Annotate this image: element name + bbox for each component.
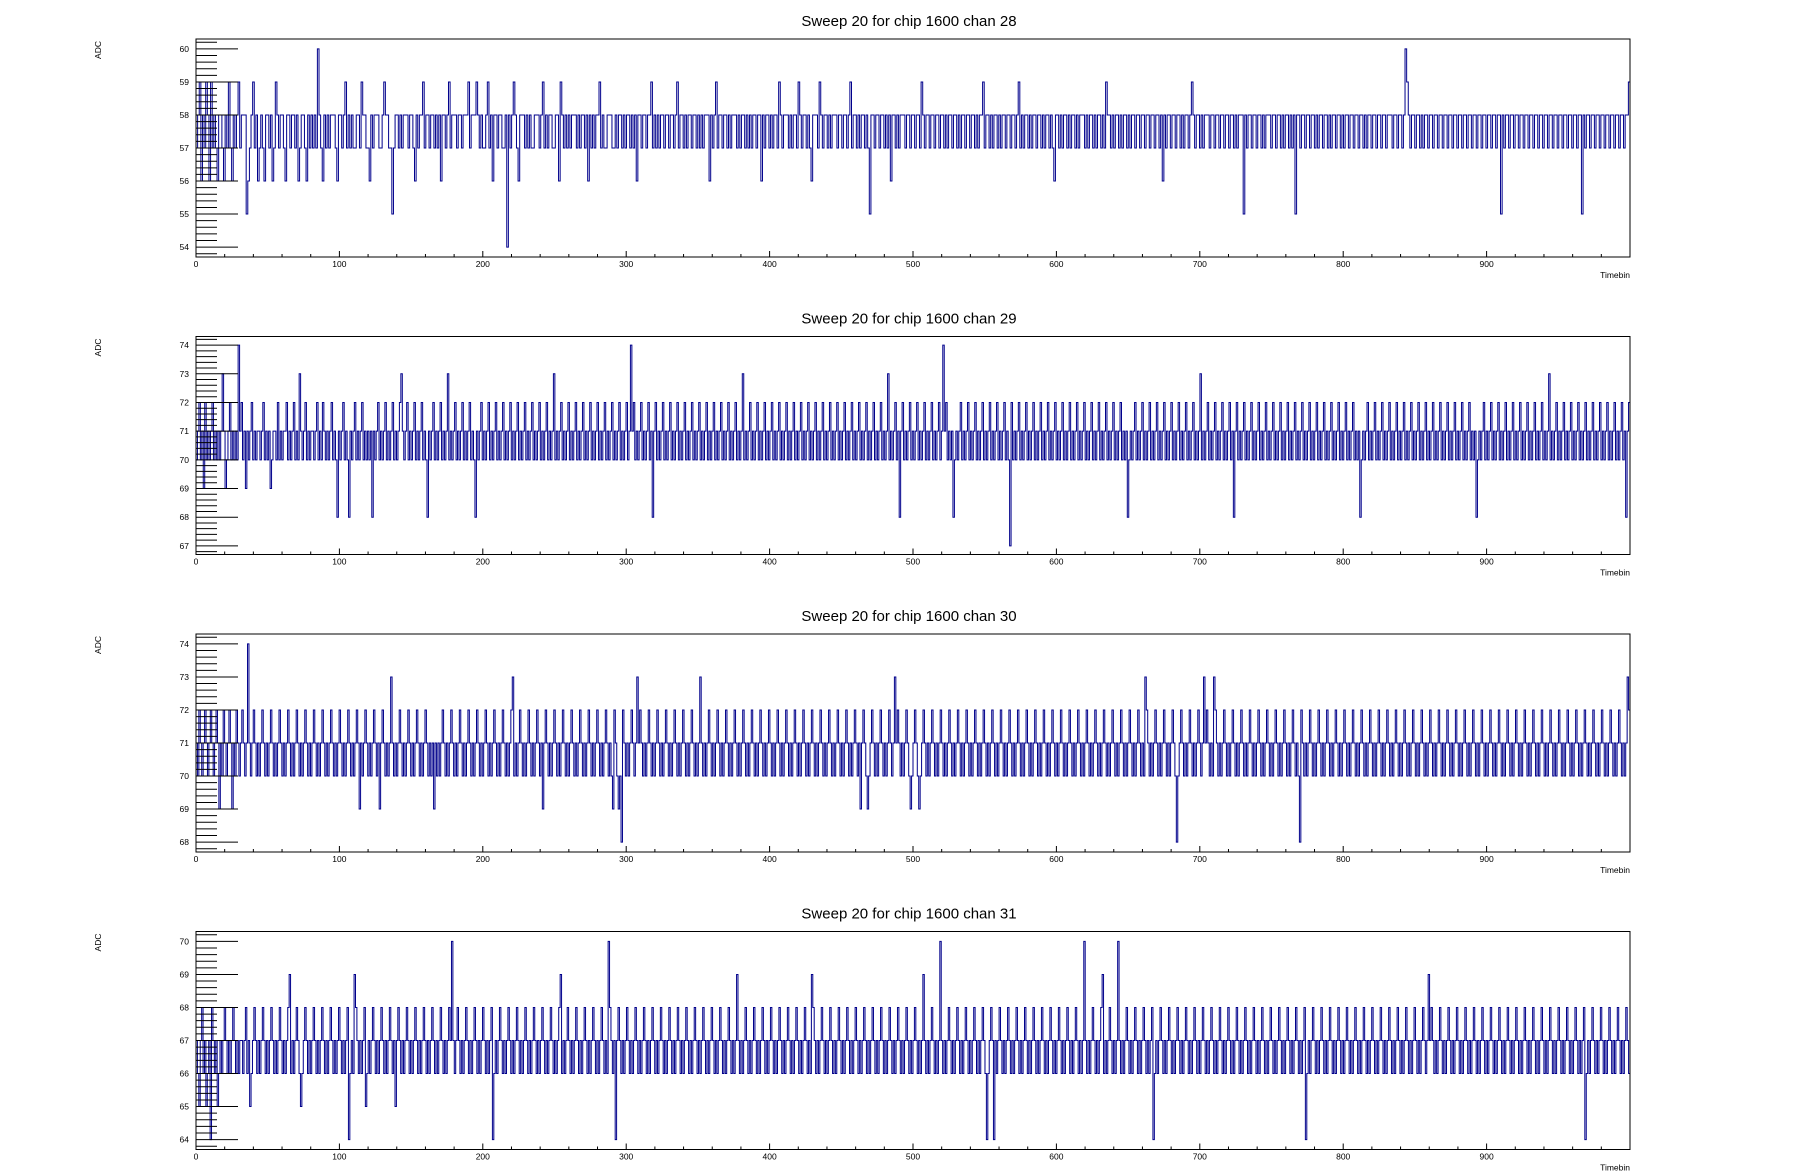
x-tick-label: 600 [1049,259,1063,269]
x-tick-label: 700 [1193,557,1207,567]
x-tick-label: 300 [619,854,633,864]
y-tick-label: 69 [180,484,190,494]
x-tick-label: 100 [332,259,346,269]
x-axis-label: Timebin [1600,865,1630,875]
x-tick-label: 800 [1336,1152,1350,1162]
x-tick-label: 700 [1193,1152,1207,1162]
panel-0: Sweep 20 for chip 1600 chan 28 ADC Timebin… [93,13,1631,280]
x-tick-label: 900 [1480,259,1494,269]
x-tick-label: 600 [1049,557,1063,567]
y-tick-label: 70 [180,455,190,465]
x-tick-label: 700 [1193,854,1207,864]
x-tick-label: 500 [906,259,920,269]
x-tick-label: 0 [194,1152,199,1162]
panel-2: Sweep 20 for chip 1600 chan 30 ADC Timebin… [93,608,1631,875]
y-tick-label: 68 [180,512,190,522]
x-tick-label: 100 [332,1152,346,1162]
chart-title: Sweep 20 for chip 1600 chan 28 [801,13,1016,30]
x-tick-label: 800 [1336,259,1350,269]
x-tick-label: 400 [763,557,777,567]
x-tick-label: 800 [1336,854,1350,864]
y-tick-label: 72 [180,397,190,407]
y-tick-label: 74 [180,340,190,350]
y-tick-label: 59 [180,77,190,87]
x-tick-label: 600 [1049,854,1063,864]
chart-title: Sweep 20 for chip 1600 chan 30 [801,608,1016,625]
y-tick-label: 69 [180,804,190,814]
x-axis-label: Timebin [1600,1163,1630,1172]
x-tick-label: 100 [332,557,346,567]
x-tick-label: 0 [194,854,199,864]
y-tick-label: 58 [180,110,190,120]
y-tick-label: 66 [180,1069,190,1079]
y-tick-label: 70 [180,936,190,946]
series-line [196,344,1630,547]
x-axis-label: Timebin [1600,568,1630,578]
panel-1: Sweep 20 for chip 1600 chan 29 ADC Timebin… [93,311,1631,578]
series-line [196,48,1630,248]
y-axis-label: ADC [93,636,103,654]
series-line [196,643,1630,843]
x-tick-label: 800 [1336,557,1350,567]
y-tick-label: 60 [180,44,190,54]
y-tick-label: 71 [180,426,190,436]
y-tick-label: 56 [180,176,190,186]
x-tick-label: 900 [1480,1152,1494,1162]
x-tick-label: 600 [1049,1152,1063,1162]
y-tick-label: 74 [180,639,190,649]
chart-title: Sweep 20 for chip 1600 chan 31 [801,906,1016,923]
chart-title: Sweep 20 for chip 1600 chan 29 [801,311,1016,328]
y-tick-label: 67 [180,1036,190,1046]
panel-3: Sweep 20 for chip 1600 chan 31 ADC Timebin… [93,906,1631,1172]
x-tick-label: 500 [906,854,920,864]
y-axis-label: ADC [93,41,103,59]
y-axis-label: ADC [93,934,103,952]
y-tick-label: 54 [180,242,190,252]
y-axis-label: ADC [93,339,103,357]
series-line [196,940,1630,1141]
x-tick-label: 100 [332,854,346,864]
x-tick-label: 400 [763,854,777,864]
y-tick-label: 64 [180,1135,190,1145]
x-tick-label: 900 [1480,557,1494,567]
x-tick-label: 300 [619,1152,633,1162]
y-tick-label: 70 [180,771,190,781]
x-tick-label: 0 [194,557,199,567]
x-tick-label: 400 [763,259,777,269]
y-tick-label: 68 [180,1002,190,1012]
y-tick-label: 71 [180,738,190,748]
y-tick-label: 73 [180,672,190,682]
x-tick-label: 200 [476,557,490,567]
x-tick-label: 200 [476,854,490,864]
x-tick-label: 900 [1480,854,1494,864]
x-tick-label: 0 [194,259,199,269]
x-tick-label: 300 [619,557,633,567]
y-tick-label: 72 [180,705,190,715]
y-tick-label: 65 [180,1102,190,1112]
y-tick-label: 73 [180,369,190,379]
y-tick-label: 57 [180,143,190,153]
y-tick-label: 67 [180,541,190,551]
x-tick-label: 400 [763,1152,777,1162]
x-tick-label: 200 [476,1152,490,1162]
x-axis-label: Timebin [1600,270,1630,280]
x-tick-label: 700 [1193,259,1207,269]
x-tick-label: 300 [619,259,633,269]
x-tick-label: 200 [476,259,490,269]
y-tick-label: 69 [180,969,190,979]
x-tick-label: 500 [906,1152,920,1162]
x-tick-label: 500 [906,557,920,567]
y-tick-label: 55 [180,209,190,219]
y-tick-label: 68 [180,837,190,847]
